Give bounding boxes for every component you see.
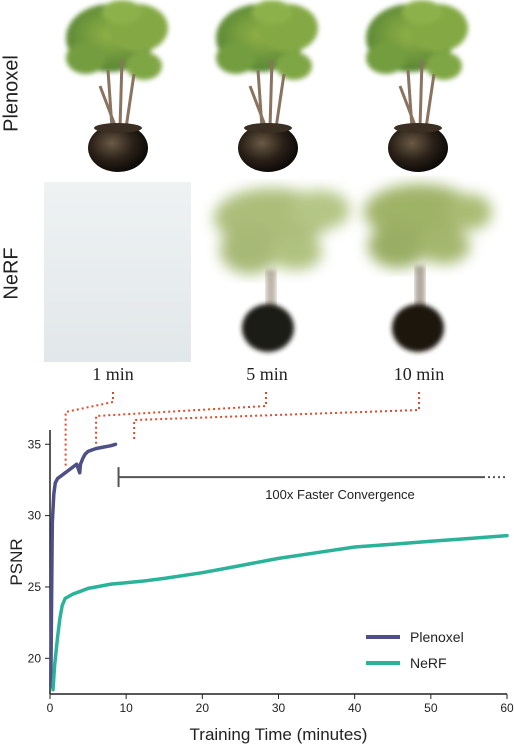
time-label-1min: 1 min: [92, 364, 134, 384]
y-tick-label: 25: [28, 580, 42, 594]
x-tick-label: 50: [424, 701, 438, 715]
connector-line: [64, 392, 114, 468]
nerf-render-5min: [214, 188, 350, 352]
plenoxel-plant-10min: [366, 0, 468, 172]
connector-lines: [64, 392, 420, 468]
plenoxel-plant-5min: [216, 0, 318, 172]
nerf-render-1min: [44, 182, 191, 362]
connector-line: [133, 392, 420, 440]
y-tick-label: 20: [28, 651, 42, 665]
nerf-series-line: [51, 533, 509, 692]
y-tick-label: 35: [28, 437, 42, 451]
legend-label: Plenoxel: [410, 629, 464, 645]
connector-line: [95, 392, 267, 447]
y-axis-label: PSNR: [7, 538, 26, 585]
x-tick-label: 0: [47, 701, 54, 715]
annotation-text: 100x Faster Convergence: [265, 487, 415, 502]
plenoxel-series-line: [49, 442, 118, 689]
legend-label: NeRF: [410, 655, 447, 671]
time-label-10min: 10 min: [393, 364, 445, 384]
x-tick-label: 10: [119, 701, 133, 715]
time-label-5min: 5 min: [246, 364, 288, 384]
x-tick-label: 20: [196, 701, 210, 715]
plenoxel-plant-1min: [66, 0, 168, 172]
x-tick-label: 40: [348, 701, 362, 715]
y-tick-label: 30: [28, 509, 42, 523]
psnr-chart: 0 10 20 30 40 50 60 20 25 30 35 Training Time (minu…: [7, 430, 514, 744]
x-tick-label: 60: [500, 701, 514, 715]
nerf-render-10min: [364, 184, 492, 352]
x-tick-label: 30: [272, 701, 286, 715]
x-axis-label: Training Time (minutes): [190, 725, 368, 744]
